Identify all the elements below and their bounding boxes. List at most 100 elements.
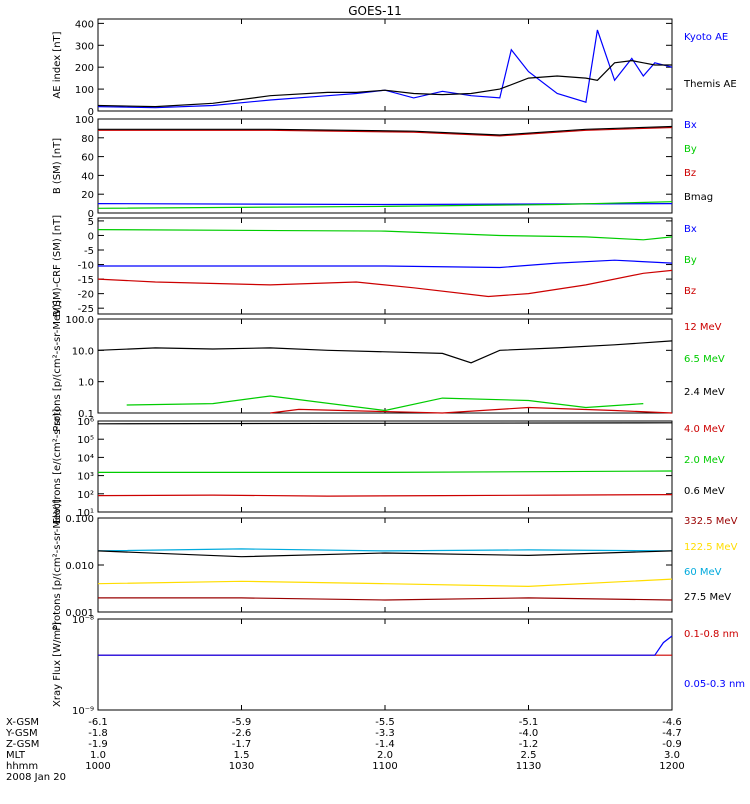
panel-1-frame — [97, 118, 673, 214]
panel-1-ytick-label: 20 — [81, 190, 94, 201]
panel-3-legend-2: 2.4 MeV — [684, 387, 725, 398]
xaxis-tick-value: 2.0 — [377, 750, 393, 761]
xaxis-row-label: MLT — [6, 750, 26, 761]
xaxis-date: 2008 Jan 20 — [6, 772, 66, 783]
xaxis-tick-value: -1.2 — [519, 739, 539, 750]
panel-0-series-1 — [97, 59, 672, 108]
chart-title: GOES-11 — [348, 4, 402, 18]
panel-1-series-2 — [98, 126, 673, 137]
panel-1-ytick-label: 100 — [75, 115, 94, 126]
panel-0-legend-1: Themis AE — [683, 79, 737, 90]
xaxis-tick-value: -4.6 — [662, 717, 682, 728]
xaxis-tick-value: -1.8 — [88, 728, 108, 739]
panel-6-legend-0: 0.1-0.8 nm — [684, 629, 739, 640]
panel-2-ylabel: B(SM)-CRF (SM) [nT] — [52, 215, 63, 317]
xaxis-tick-value: -2.6 — [232, 728, 252, 739]
panel-0-ytick-label: 0 — [88, 107, 94, 118]
xaxis-tick-value: -0.9 — [662, 739, 682, 750]
panel-5-legend-3: 27.5 MeV — [684, 592, 731, 603]
panel-2-ytick-label: -15 — [78, 275, 94, 286]
panel-3-legend-1: 6.5 MeV — [684, 354, 725, 365]
panel-4-frame — [97, 420, 673, 513]
xaxis-row-label: X-GSM — [6, 717, 39, 728]
panel-4-legend-0: 4.0 MeV — [684, 424, 725, 435]
panel-5-ylabel: Protons [p/(cm²-s-sr-MeV)] — [52, 499, 63, 631]
panel-3-series-0 — [270, 406, 673, 414]
panel-3-frame — [97, 318, 673, 414]
panel-1-legend-3: Bmag — [684, 192, 713, 203]
panel-5-legend-0: 332.5 MeV — [684, 516, 738, 527]
panel-5-ytick-label: 0.010 — [65, 561, 94, 572]
panel-4-ytick-label: 10³ — [77, 472, 94, 483]
panel-2-legend-0: Bx — [684, 224, 697, 235]
panel-2-series-2 — [97, 269, 673, 298]
panel-2-ytick-label: -10 — [78, 261, 94, 272]
xaxis-tick-value: -5.1 — [519, 717, 539, 728]
xaxis-row-label: hhmm — [6, 761, 38, 772]
xaxis-tick-value: -4.0 — [519, 728, 539, 739]
panel-4-ytick-label: 10⁴ — [77, 453, 94, 464]
panel-4-legend-1: 2.0 MeV — [684, 455, 725, 466]
panel-3-legend-0: 12 MeV — [684, 322, 722, 333]
panel-5-series-1 — [97, 578, 673, 588]
panel-4-ylabel: Electrons [e/(cm²-s-sr)] — [52, 409, 63, 525]
panel-3-ytick-label: 1.0 — [78, 378, 94, 389]
panel-2-ytick-label: 5 — [88, 217, 94, 228]
panel-0-ytick-label: 100 — [75, 85, 94, 96]
panel-6-series-1 — [98, 635, 673, 656]
panel-0-ytick-label: 200 — [75, 63, 94, 74]
panel-4-series-0 — [97, 494, 673, 497]
xaxis-tick-value: -5.5 — [375, 717, 395, 728]
panel-2-series-0 — [98, 259, 673, 269]
panel-1-ytick-label: 80 — [81, 134, 94, 145]
xaxis-tick-value: -1.9 — [88, 739, 108, 750]
xaxis-tick-value: -4.7 — [662, 728, 682, 739]
panel-3-ytick-label: 0.1 — [78, 409, 94, 420]
panel-4-ytick-label: 10⁶ — [77, 417, 94, 428]
panel-1-legend-0: Bx — [684, 120, 697, 131]
xaxis-tick-value: -1.7 — [232, 739, 252, 750]
panel-4-ytick-label: 10¹ — [77, 508, 94, 519]
panel-0-ytick-label: 400 — [75, 19, 94, 30]
panel-5-ytick-label: 0.001 — [65, 608, 94, 619]
panel-4-ytick-label: 10⁵ — [77, 435, 94, 446]
panel-1-ylabel: B (SM) [nT] — [52, 138, 63, 194]
panel-0-ytick-label: 300 — [75, 41, 94, 52]
panel-1-ytick-label: 60 — [81, 153, 94, 164]
xaxis-tick-value: 3.0 — [664, 750, 680, 761]
xaxis-tick-value: 1200 — [659, 761, 684, 772]
panel-2-ytick-label: -5 — [84, 246, 94, 257]
panel-0-series-0 — [97, 29, 673, 109]
panel-1-series-3 — [98, 125, 673, 136]
panel-6-ytick-label: 10⁻⁸ — [72, 615, 94, 626]
panel-5-ytick-label: 0.100 — [65, 514, 94, 525]
panel-6-ylabel: Xray Flux [W/m²] — [52, 622, 63, 707]
panel-3-ytick-label: 100.0 — [65, 315, 94, 326]
panel-2-legend-2: Bz — [684, 286, 696, 297]
panel-5-series-0 — [98, 597, 673, 601]
panel-3-ytick-label: 10.0 — [72, 346, 94, 357]
panel-5-legend-2: 60 MeV — [684, 567, 722, 578]
xaxis-row-label: Y-GSM — [5, 728, 38, 739]
panel-3-ylabel: Protons [p/(cm²-s-sr-MeV)] — [52, 300, 63, 432]
panel-0-legend-0: Kyoto AE — [684, 32, 728, 43]
panel-4-series-1 — [98, 470, 673, 473]
xaxis-tick-value: 2.5 — [521, 750, 537, 761]
xaxis-tick-value: -5.9 — [232, 717, 252, 728]
panel-1-series-1 — [97, 201, 673, 209]
xaxis-tick-value: 1100 — [372, 761, 397, 772]
panel-3-series-2 — [97, 340, 673, 364]
panel-3-series-1 — [126, 395, 644, 412]
xaxis-row-label: Z-GSM — [6, 739, 39, 750]
panel-6-legend-1: 0.05-0.3 nm — [684, 679, 745, 690]
panel-0-ylabel: AE index [nT] — [52, 31, 63, 98]
xaxis-tick-value: -1.4 — [375, 739, 395, 750]
panel-1-ytick-label: 0 — [88, 209, 94, 220]
panel-5-legend-1: 122.5 MeV — [684, 542, 738, 553]
xaxis-tick-value: -6.1 — [88, 717, 108, 728]
panel-1-legend-1: By — [684, 144, 697, 155]
xaxis-tick-value: 1000 — [85, 761, 110, 772]
panel-1-legend-2: Bz — [684, 168, 696, 179]
panel-4-ytick-label: 10² — [77, 490, 94, 501]
